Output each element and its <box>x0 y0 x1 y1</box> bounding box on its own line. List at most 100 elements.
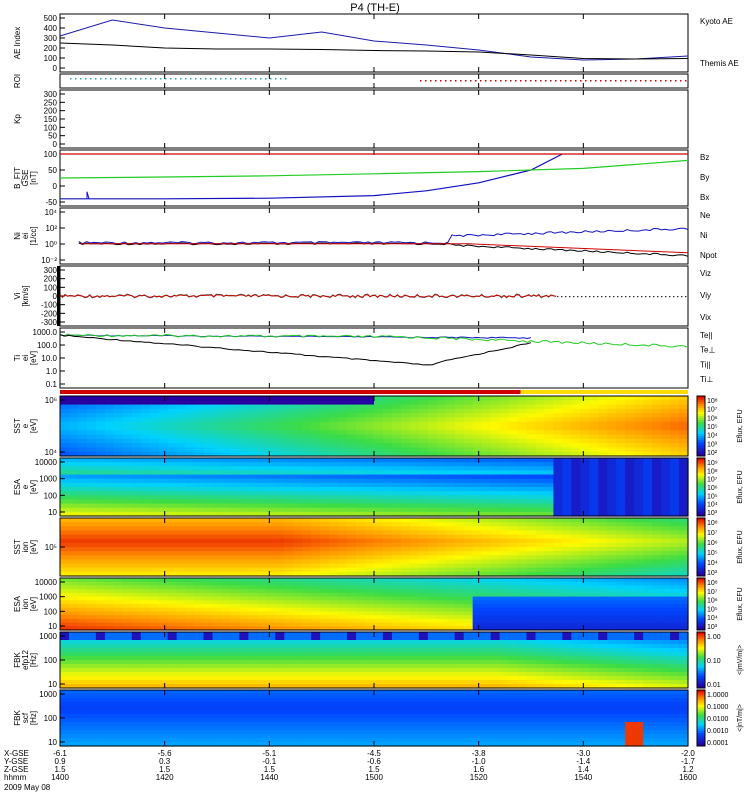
sst_e-panel-image-cell <box>625 404 635 410</box>
esa_e-panel-image-cell <box>391 491 402 496</box>
esa_e-panel-image-cell <box>356 466 366 472</box>
sst_i-panel-image-cell <box>589 542 599 548</box>
esa_i-panel-image-cell <box>203 589 214 594</box>
esa_i-panel-image-cell <box>589 589 599 594</box>
sst_i-panel-image-cell <box>131 530 142 536</box>
fbk1-panel-image-cell <box>311 668 321 673</box>
esa_e-panel-image-cell <box>481 495 492 501</box>
sst_i-panel-image-cell <box>490 559 501 565</box>
sst_i-panel-image-cell <box>293 551 303 556</box>
fbk1-panel-image-cell <box>185 636 196 641</box>
sst_i-panel-image-cell <box>427 538 438 544</box>
sst_i-panel-image-cell <box>167 534 178 540</box>
kp-panel-ytick-label: 0 <box>53 140 58 149</box>
esa_e-panel-image-cell <box>311 470 321 476</box>
bfit-panel-ytick-label: 50 <box>48 166 57 175</box>
fbk1-panel-image-cell <box>203 644 214 649</box>
esa_i-panel-image-cell <box>293 604 303 609</box>
sst_i-panel-image-cell <box>284 538 294 544</box>
sst_e-panel-image-cell <box>122 413 133 419</box>
sst_e-panel-image-cell <box>284 434 294 440</box>
sst_e-panel-image-cell <box>391 404 402 410</box>
esa_i-panel-image-cell <box>535 607 546 613</box>
sst_e-colorbar-cell <box>697 398 705 401</box>
esa_e-panel-image-cell <box>409 499 420 505</box>
esa_e-panel-image-cell <box>508 499 519 505</box>
sst_i-colorbar-tick: 10⁶ <box>707 540 718 547</box>
sst_i-panel-image-cell <box>463 551 474 556</box>
esa_e-panel-image-cell <box>598 474 608 480</box>
sst_i-panel-image-cell <box>562 534 572 540</box>
esa_i-panel-image-cell <box>508 578 519 583</box>
sst_i-colorbar-cell <box>697 570 705 573</box>
sst_e-panel-image-cell <box>382 408 393 414</box>
sst_e-panel-image-cell <box>140 430 151 436</box>
sst_e-panel-image-cell <box>562 413 572 419</box>
sst_e-panel-image-cell <box>589 421 599 427</box>
esa_i-panel-image-cell <box>409 622 420 627</box>
sst_e-panel-image-cell <box>140 426 151 431</box>
esa_e-panel-image-cell <box>580 462 590 467</box>
fbk1-panel-image-cell <box>113 680 124 685</box>
sst_e-panel-image-cell <box>113 426 124 431</box>
esa_i-panel-image-cell <box>472 615 483 620</box>
fbk1-panel-image-cell <box>239 684 249 689</box>
esa_i-panel-image-cell <box>122 626 133 631</box>
sst_i-panel-image-cell <box>293 534 303 540</box>
esa_i-colorbar-cell <box>697 624 705 628</box>
esa_e-colorbar-cell <box>697 510 705 513</box>
fbk1-panel-image-cell <box>77 656 88 661</box>
fbk1-panel-image-cell <box>104 672 115 677</box>
sst_i-panel-image-cell <box>311 567 321 573</box>
esa_i-panel-image-cell <box>535 589 546 594</box>
esa_i-panel-image-cell <box>589 600 599 605</box>
esa_i-panel-image-cell <box>113 604 124 609</box>
fbk1-panel-image-cell <box>104 684 115 689</box>
esa_e-panel-image-cell <box>661 466 671 472</box>
sst_i-panel-image-cell <box>625 542 635 548</box>
sst_e-panel-image-cell <box>311 417 321 423</box>
esa_i-panel-image-cell <box>652 607 662 613</box>
sst_e-panel-image-cell <box>652 443 662 449</box>
esa_i-panel-image-cell <box>230 611 241 616</box>
sst_e-panel-image-cell <box>571 451 581 457</box>
sst_e-panel-image-cell <box>275 408 285 414</box>
vi-dot <box>629 296 631 298</box>
vi-panel-ytick-label: -100 <box>41 301 58 310</box>
fbk1-panel-image-cell <box>203 632 214 637</box>
esa_i-panel-image-cell <box>131 592 142 598</box>
sst_e-panel-image-cell <box>356 408 366 414</box>
esa_i-panel-image-cell <box>544 578 555 583</box>
sst_i-panel-image-cell <box>194 538 205 544</box>
sst_i-panel-image-cell <box>562 530 572 536</box>
roi-dot <box>595 80 597 82</box>
sst_e-panel-image-cell <box>418 404 429 410</box>
sst_i-panel-ylabel: ion <box>21 542 30 553</box>
fbk1-panel-image-cell <box>113 636 124 641</box>
esa_e-panel-image-cell <box>275 466 285 472</box>
esa_i-panel-image-cell <box>203 600 214 605</box>
esa_e-panel-image-cell <box>365 507 375 513</box>
sst_e-panel-image-cell <box>131 396 142 401</box>
sst_e-panel-image-cell <box>391 443 402 449</box>
roi-dot <box>515 80 517 82</box>
fbk1-panel-image-cell <box>194 640 205 645</box>
esa_e-panel-image-cell <box>122 482 133 488</box>
fbk1-panel-image-cell <box>230 684 241 689</box>
sst_e-panel-image-cell <box>652 434 662 440</box>
esa_i-panel-image-cell <box>95 618 106 624</box>
esa_e-panel-image-cell <box>670 491 680 496</box>
sst_i-panel-image-cell <box>580 547 590 552</box>
sst_e-panel-image-cell <box>158 417 169 423</box>
esa_i-panel-image-cell <box>670 581 680 587</box>
esa_i-colorbar-cell <box>697 607 705 610</box>
esa_i-panel-image-cell <box>652 604 662 609</box>
fbk1-panel-image-cell <box>212 644 223 649</box>
sst_e-panel-image-cell <box>571 434 581 440</box>
fbk1-panel-image-cell <box>60 652 70 657</box>
esa_i-panel-image-cell <box>68 615 79 620</box>
esa_i-panel-image-cell <box>221 615 232 620</box>
sst_i-panel-image-cell <box>356 571 366 577</box>
esa_e-panel-image-cell <box>131 499 142 505</box>
esa_i-panel-image-cell <box>293 600 303 605</box>
